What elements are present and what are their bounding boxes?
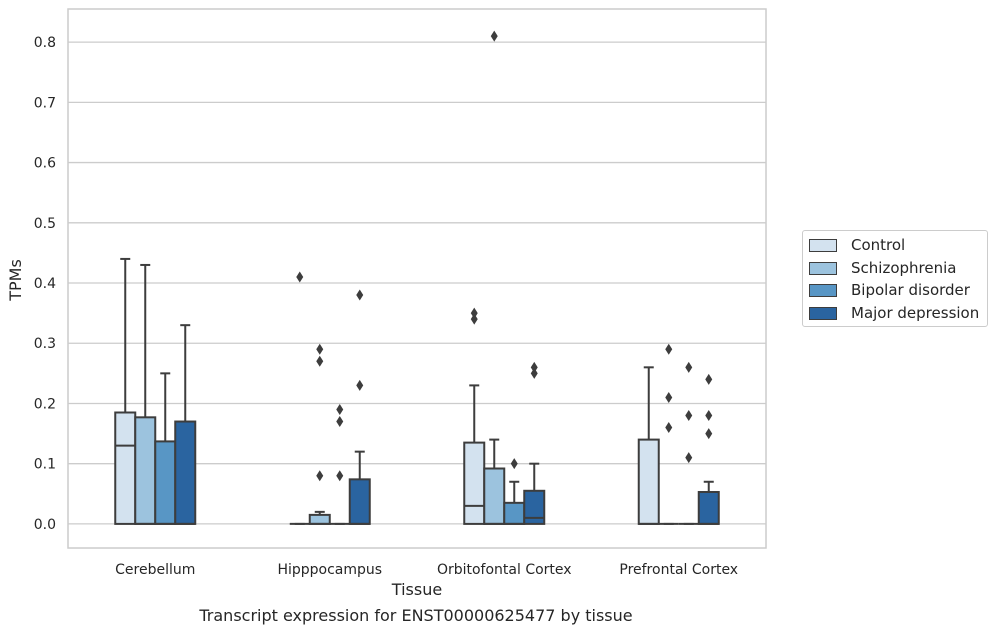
y-tick-label: 0.8: [34, 35, 56, 51]
y-tick-label: 0.6: [34, 156, 56, 172]
outlier-point: [356, 289, 364, 301]
x-tick-label: Hipppocampus: [277, 562, 382, 578]
x-tick-label: Prefrontal Cortex: [619, 562, 738, 578]
y-axis-label: TPMs: [6, 259, 25, 302]
outlier-point: [490, 30, 498, 42]
y-tick-label: 0.3: [34, 336, 56, 352]
box-rect: [174, 420, 197, 525]
y-tick-label: 0.0: [34, 517, 56, 533]
box-rect: [154, 440, 177, 525]
y-tick-label: 0.4: [34, 276, 56, 292]
legend-label-major-depression: Major depression: [851, 304, 980, 322]
box-bipolar-disorder: [678, 361, 699, 525]
y-tick-label: 0.5: [34, 216, 56, 232]
outlier-point: [530, 361, 538, 373]
outlier-point: [296, 271, 304, 283]
legend: Control Schizophrenia Bipolar disorder M…: [802, 230, 988, 327]
box-schizophrenia: [483, 30, 506, 525]
outlier-point: [336, 470, 344, 482]
outlier-point: [510, 458, 518, 470]
outlier-point: [665, 391, 673, 403]
legend-label-schizophrenia: Schizophrenia: [851, 259, 957, 277]
box-major-depression: [523, 361, 546, 525]
legend-item-schizophrenia: Schizophrenia: [809, 258, 956, 278]
legend-swatch-bipolar-disorder: [809, 283, 837, 297]
outlier-point: [705, 410, 713, 422]
box-rect: [503, 501, 526, 525]
box-rect: [483, 467, 506, 525]
outlier-point: [316, 470, 324, 482]
outlier-point: [685, 410, 693, 422]
y-tick-label: 0.7: [34, 95, 56, 111]
box-control: [637, 366, 660, 525]
legend-swatch-major-depression: [809, 306, 837, 320]
box-bipolar-disorder: [503, 458, 526, 525]
legend-swatch-control: [809, 238, 837, 252]
legend-swatch-schizophrenia: [809, 261, 837, 275]
box-rect: [637, 438, 660, 525]
legend-item-major-depression: Major depression: [809, 303, 979, 323]
box-rect: [463, 441, 486, 525]
box-rect: [523, 489, 546, 525]
legend-label-bipolar-disorder: Bipolar disorder: [851, 281, 970, 299]
box-rect: [308, 513, 331, 525]
box-rect: [134, 416, 157, 525]
outlier-point: [705, 373, 713, 385]
outlier-point: [470, 313, 478, 325]
box-control: [289, 271, 310, 525]
box-major-depression: [697, 373, 720, 525]
outlier-point: [316, 343, 324, 355]
outlier-point: [336, 403, 344, 415]
x-tick-label: Cerebellum: [115, 562, 195, 578]
outlier-point: [685, 452, 693, 464]
figure-caption: Transcript expression for ENST0000062547…: [199, 606, 633, 625]
box-rect: [114, 411, 137, 525]
box-schizophrenia: [308, 343, 331, 525]
box-schizophrenia: [658, 343, 679, 525]
box-major-depression: [348, 289, 371, 525]
box-rect: [697, 490, 720, 525]
outlier-point: [316, 355, 324, 367]
outlier-point: [470, 307, 478, 319]
legend-item-bipolar-disorder: Bipolar disorder: [809, 280, 970, 300]
box-major-depression: [174, 324, 197, 525]
box-bipolar-disorder: [154, 372, 177, 525]
outlier-point: [685, 361, 693, 373]
legend-label-control: Control: [851, 236, 906, 254]
outlier-point: [665, 422, 673, 434]
legend-item-control: Control: [809, 235, 905, 255]
box-bipolar-disorder: [329, 403, 350, 525]
outlier-point: [530, 367, 538, 379]
x-axis-label: Tissue: [391, 580, 442, 599]
outlier-point: [665, 343, 673, 355]
outlier-point: [336, 416, 344, 428]
box-rect: [348, 478, 371, 525]
y-tick-label: 0.1: [34, 457, 56, 473]
outlier-point: [356, 379, 364, 391]
x-tick-label: Orbitofontal Cortex: [437, 562, 572, 578]
outlier-point: [705, 428, 713, 440]
y-tick-label: 0.2: [34, 396, 56, 412]
